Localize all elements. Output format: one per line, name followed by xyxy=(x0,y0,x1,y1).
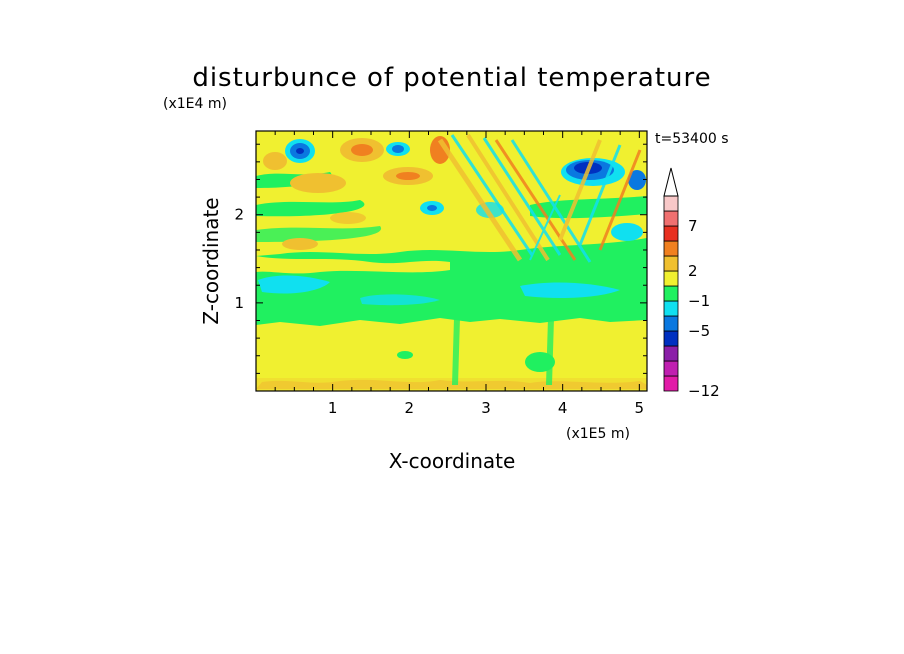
colorbar-swatch xyxy=(663,225,679,242)
contour-field xyxy=(256,131,647,391)
y-axis-label: Z-coordinate xyxy=(199,197,223,324)
colorbar-swatch xyxy=(663,285,679,302)
y-tick-label: 1 xyxy=(234,294,244,312)
colorbar-swatch xyxy=(663,195,679,212)
time-label: t=53400 s xyxy=(655,131,729,147)
yellow-tongue xyxy=(256,256,450,274)
colorbar-swatch xyxy=(663,345,679,362)
blue-cell xyxy=(628,170,646,190)
cyan-patch xyxy=(520,282,620,298)
green-streak xyxy=(452,318,460,385)
plot-frame xyxy=(255,130,648,392)
blue-cell xyxy=(392,145,404,153)
x-tick-label: 2 xyxy=(405,399,415,417)
colorbar-label: −5 xyxy=(688,322,710,340)
colorbar-swatch xyxy=(663,375,679,392)
colorbar-swatch xyxy=(663,240,679,257)
colorbar-swatch xyxy=(663,330,679,347)
blue-cell xyxy=(427,205,437,211)
colorbar-swatch xyxy=(663,315,679,332)
colorbar-swatch xyxy=(663,270,679,287)
green-intrusion xyxy=(397,351,413,359)
y-scale-label: (x1E4 m) xyxy=(163,96,227,112)
chart-title: disturbunce of potential temperature xyxy=(192,63,711,93)
colorbar-swatch xyxy=(663,300,679,317)
cyan-cell xyxy=(611,223,643,241)
green-wisp xyxy=(256,200,365,217)
colorbar: −12−5−127 xyxy=(663,167,720,400)
cyan-patch xyxy=(258,275,330,294)
upper-yellow-band xyxy=(256,131,647,256)
colorbar-label: 2 xyxy=(688,262,698,280)
y-tick-label: 2 xyxy=(234,206,244,224)
x-axis: 1 2 3 4 5 xyxy=(274,131,645,417)
green-streak xyxy=(546,318,554,385)
green-wisp xyxy=(256,226,382,242)
x-tick-label: 4 xyxy=(558,399,568,417)
navy-cell xyxy=(296,148,304,154)
orange-cell xyxy=(330,212,366,224)
colorbar-swatch xyxy=(663,255,679,272)
x-tick-label: 1 xyxy=(328,399,338,417)
orange-cell xyxy=(282,238,318,250)
orange-cell xyxy=(290,173,346,193)
x-scale-label: (x1E5 m) xyxy=(566,426,630,442)
x-tick-label: 5 xyxy=(635,399,645,417)
orange-cell xyxy=(351,144,373,156)
orange-cell xyxy=(396,172,420,180)
colorbar-extension-arrow xyxy=(663,167,679,197)
y-axis: 12 xyxy=(234,143,647,374)
x-tick-label: 3 xyxy=(481,399,491,417)
wave-streaks xyxy=(437,133,642,263)
colorbar-label: 7 xyxy=(688,217,698,235)
x-axis-label: X-coordinate xyxy=(389,449,516,473)
colorbar-swatch xyxy=(663,360,679,377)
colorbar-swatch xyxy=(663,210,679,227)
orange-cell xyxy=(263,152,287,170)
cyan-patch xyxy=(360,294,440,306)
colorbar-label: −1 xyxy=(688,292,710,310)
colorbar-label: −12 xyxy=(688,382,720,400)
